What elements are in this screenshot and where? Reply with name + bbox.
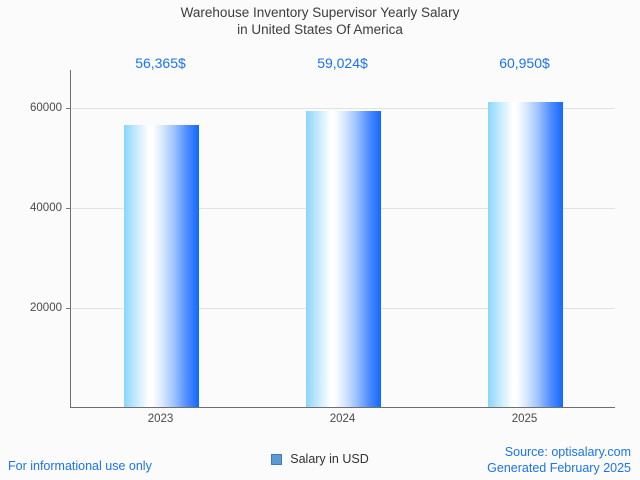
bar-2025[interactable] [488, 101, 563, 407]
gridline [71, 107, 615, 109]
x-axis-category-label: 2023 [147, 413, 174, 425]
disclaimer-text: For informational use only [8, 459, 152, 473]
y-axis-tickmark [66, 207, 71, 209]
bar-2023[interactable] [124, 124, 199, 407]
legend-label: Salary in USD [290, 452, 369, 466]
y-axis-tickmark [66, 107, 71, 109]
generated-date: Generated February 2025 [487, 461, 631, 475]
chart-title-line-1: Warehouse Inventory Supervisor Yearly Sa… [180, 5, 460, 20]
x-axis-category-label: 2025 [511, 413, 538, 425]
source-attribution: Source: optisalary.com Generated Februar… [487, 444, 631, 476]
bar-value-label: 59,024$ [317, 55, 368, 71]
y-axis-tick-label: 40000 [30, 201, 62, 214]
y-axis-tick-label: 60000 [30, 101, 62, 114]
page-title: Warehouse Inventory Supervisor Yearly Sa… [0, 4, 640, 38]
legend-swatch-icon [271, 453, 283, 465]
plot-area [66, 70, 615, 408]
bar-value-label: 56,365$ [135, 55, 186, 71]
y-axis-tickmark [66, 307, 71, 309]
bar-2024[interactable] [306, 111, 381, 407]
source-link[interactable]: Source: optisalary.com [504, 445, 631, 459]
chart-title-line-2: in United States Of America [237, 22, 403, 37]
y-axis-tick-label: 20000 [30, 301, 62, 314]
x-axis-category-label: 2024 [329, 413, 356, 425]
bar-value-label: 60,950$ [499, 55, 550, 71]
